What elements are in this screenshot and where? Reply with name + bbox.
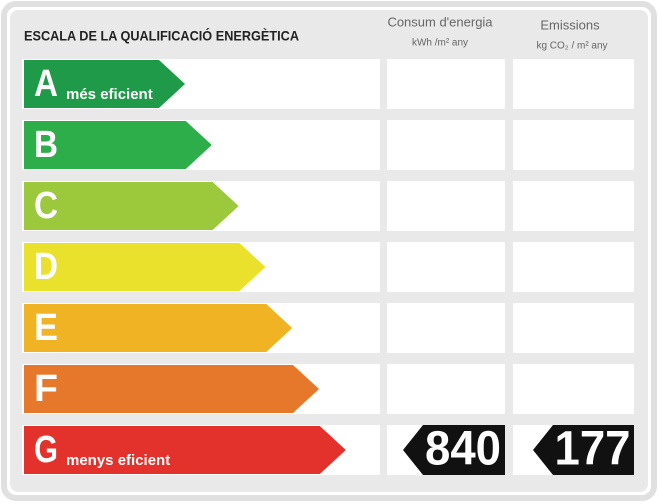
value-number: 177 — [555, 423, 631, 476]
class-arrow — [24, 304, 293, 352]
class-label: menys eficient — [66, 452, 170, 469]
class-label: més eficient — [66, 86, 153, 103]
column-title: Consum d'energia — [387, 14, 493, 29]
value-cell — [387, 59, 505, 109]
value-cell — [387, 242, 505, 292]
class-arrow — [24, 60, 185, 108]
value-indicator — [533, 425, 634, 475]
value-cell — [387, 181, 505, 231]
class-arrow — [24, 426, 346, 474]
class-letter: F — [34, 368, 58, 410]
column-unit: kWh /m² any — [412, 38, 468, 49]
value-cell — [387, 364, 505, 414]
value-cell — [513, 242, 634, 292]
column-title: Emissions — [540, 17, 600, 32]
value-indicator — [403, 425, 505, 475]
value-number: 840 — [425, 423, 501, 476]
value-cell — [513, 181, 634, 231]
class-arrow — [24, 243, 266, 291]
class-arrow — [24, 182, 239, 230]
value-cell — [513, 364, 634, 414]
value-cell — [513, 303, 634, 353]
class-letter: G — [34, 429, 58, 471]
class-arrow — [24, 365, 319, 413]
value-cell — [387, 120, 505, 170]
value-cell — [513, 59, 634, 109]
class-letter: B — [34, 124, 58, 166]
value-cell — [513, 120, 634, 170]
column-unit: kg CO₂ / m² any — [536, 41, 607, 52]
value-cell — [387, 303, 505, 353]
class-letter: A — [34, 63, 58, 105]
title: ESCALA DE LA QUALIFICACIÓ ENERGÈTICA — [24, 27, 299, 44]
class-letter: D — [34, 246, 58, 288]
class-letter: C — [34, 185, 58, 227]
class-arrow — [24, 121, 212, 169]
class-letter: E — [34, 307, 58, 349]
